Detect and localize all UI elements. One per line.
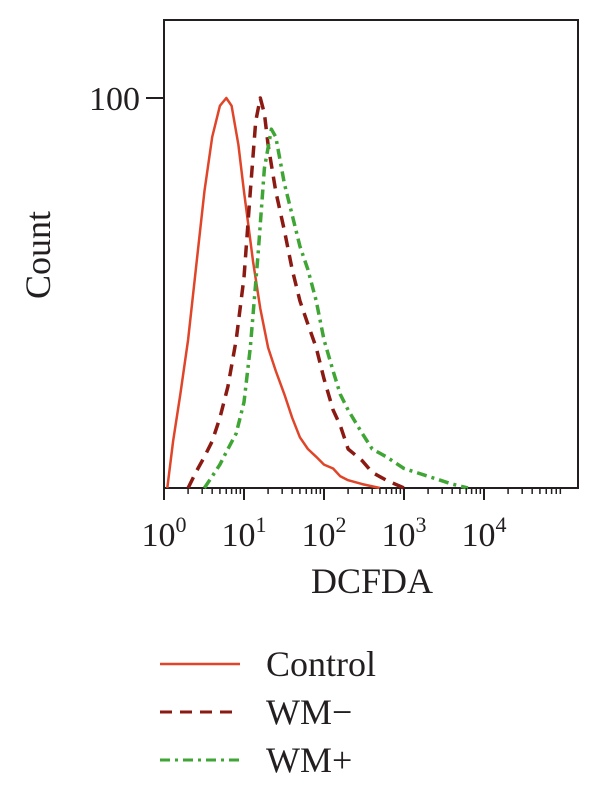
legend-swatch-wm-minus [160,710,240,714]
plot-frame [163,19,579,489]
legend-label-wm-minus: WM− [266,692,353,732]
x-tick-label-4: 104 [462,512,507,554]
series-line-wm-2 [202,127,469,490]
series-line-wm-1 [186,96,405,490]
legend-swatch-control [160,662,240,666]
legend-label-control: Control [266,644,377,684]
y-axis-title: Count [18,211,58,299]
legend-swatch-wm-plus [160,758,240,762]
legend-item-wm-plus: WM+ [160,736,376,784]
x-tick-label-1: 101 [222,512,267,554]
x-axis-title: DCFDA [311,561,433,601]
chart: 100 101 102 103 104 100 Count DCFDA [18,19,579,601]
legend-item-wm-minus: WM− [160,688,376,736]
x-tick-label-3: 103 [382,512,427,554]
legend-item-control: Control [160,640,376,688]
y-tick-label-0: 100 [89,81,140,118]
series-layer [166,96,469,490]
axis-layer: 100 101 102 103 104 100 [89,81,562,554]
x-tick-label-0: 100 [142,512,187,554]
legend-label-wm-plus: WM+ [266,740,353,780]
x-tick-label-2: 102 [302,512,347,554]
legend: Control WM− WM+ [160,640,376,784]
series-line-control-0 [166,96,381,490]
